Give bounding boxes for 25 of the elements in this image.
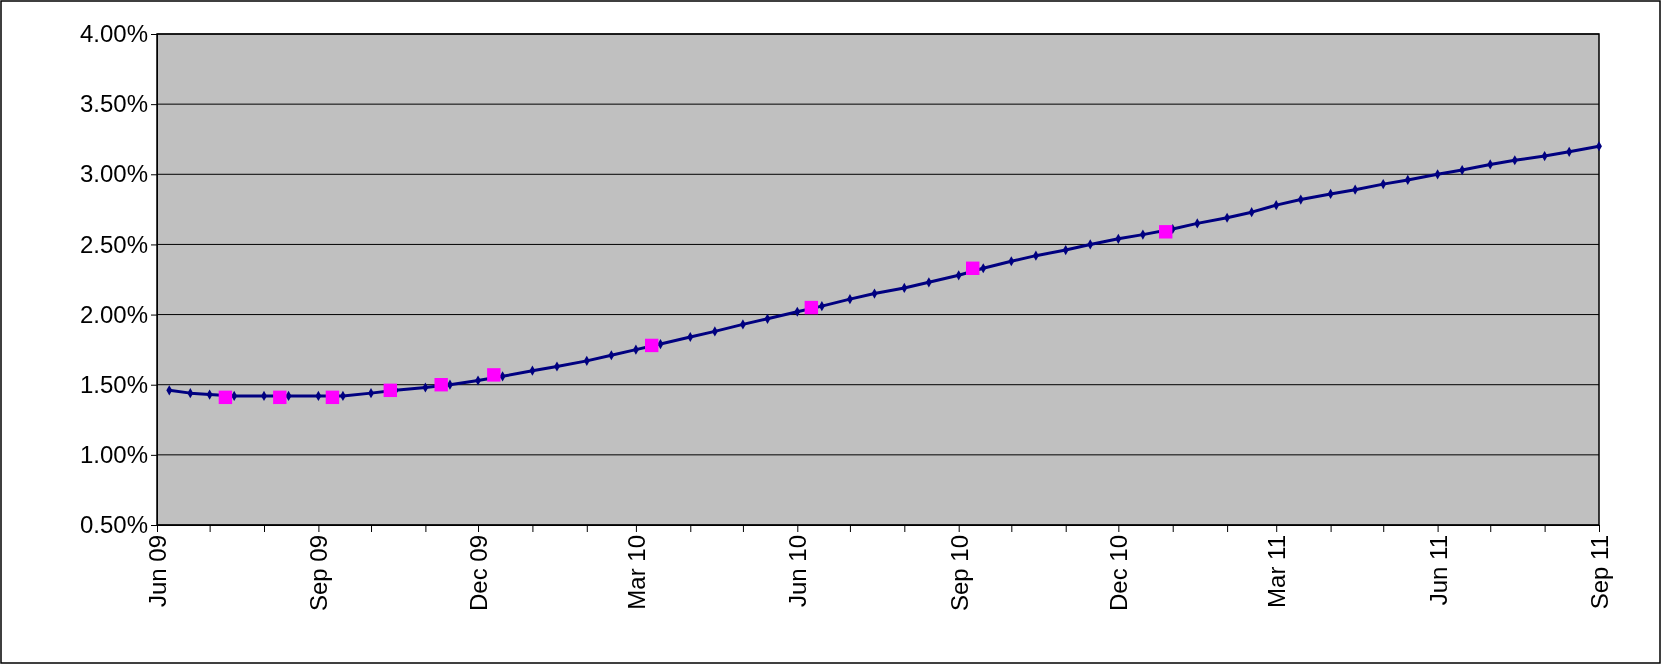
x-tick-label: Jun 11 bbox=[1424, 535, 1452, 606]
y-tick-label: 2.00% bbox=[79, 300, 148, 328]
point bbox=[487, 368, 501, 382]
point bbox=[804, 300, 819, 315]
point bbox=[1158, 225, 1173, 239]
point bbox=[218, 390, 233, 405]
x-tick-label: Dec 10 bbox=[1105, 535, 1133, 612]
y-tick-label: 1.00% bbox=[79, 441, 148, 469]
point bbox=[966, 261, 980, 275]
x-tick-label: Dec 09 bbox=[464, 535, 492, 612]
y-tick-label: 3.50% bbox=[79, 90, 148, 118]
x-tick-label: Mar 11 bbox=[1263, 535, 1291, 608]
y-tick-label: 2.50% bbox=[79, 230, 148, 258]
x-tick-label: Sep 10 bbox=[945, 535, 973, 612]
y-tick-label: 1.50% bbox=[79, 370, 148, 398]
y-tick-label: 4.00% bbox=[79, 20, 148, 48]
x-tick-label: Sep 11 bbox=[1585, 535, 1613, 610]
point bbox=[644, 338, 659, 353]
x-tick-label: Sep 09 bbox=[305, 535, 333, 612]
point bbox=[273, 390, 287, 405]
point bbox=[434, 378, 448, 392]
y-tick-label: 3.00% bbox=[79, 160, 148, 188]
x-tick-label: Mar 10 bbox=[622, 535, 650, 610]
point bbox=[325, 390, 340, 405]
x-tick-label: Jun 10 bbox=[784, 535, 812, 608]
